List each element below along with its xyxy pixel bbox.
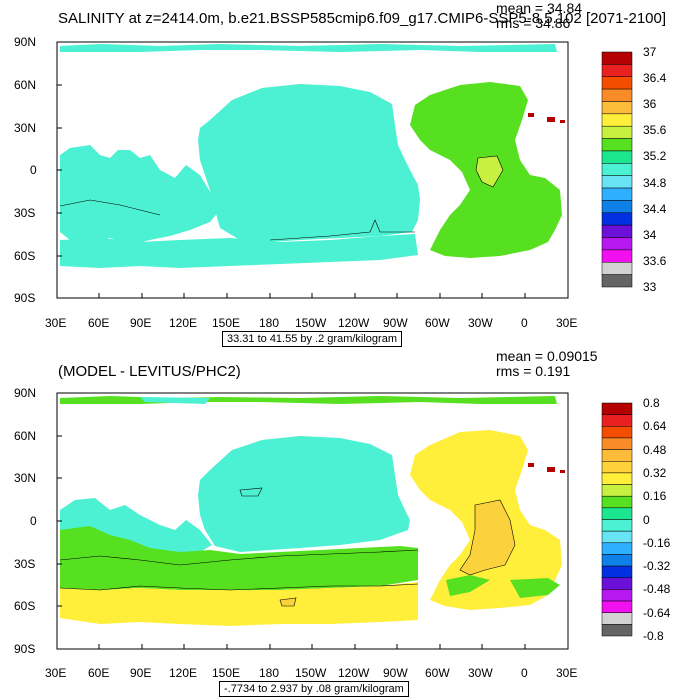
colorbar-label: -0.64 xyxy=(643,605,671,620)
colorbar-swatch xyxy=(601,507,633,520)
panel2-rms: rms = 0.191 xyxy=(496,363,571,379)
colorbar-swatch xyxy=(601,577,633,590)
panel2-title: (MODEL - LEVITUS/PHC2) xyxy=(58,363,241,380)
lat-label: 60N xyxy=(14,78,37,92)
colorbar-swatch xyxy=(601,519,633,532)
lon-label: 60E xyxy=(88,666,110,680)
lat-label: 90S xyxy=(14,291,36,305)
arctic-ocean xyxy=(60,44,557,52)
lon-label: 90W xyxy=(383,666,408,680)
panel1-mean: mean = 34.84 xyxy=(496,0,583,16)
lon-label: 0 xyxy=(521,316,528,330)
panel2-range-label: -.7734 to 2.937 by .08 gram/kilogram xyxy=(219,681,409,697)
colorbar-label: 0.8 xyxy=(643,396,660,410)
panel2-mean: mean = 0.09015 xyxy=(496,348,598,364)
colorbar-2 xyxy=(601,402,633,637)
lat-label: 90S xyxy=(14,642,36,656)
colorbar-1 xyxy=(601,51,633,288)
colorbar-swatch xyxy=(601,624,633,637)
lon-label: 180 xyxy=(259,666,280,680)
colorbar-label: 35.2 xyxy=(643,149,667,164)
lat-label: 30N xyxy=(14,471,37,485)
lon-label: 150W xyxy=(295,666,327,680)
panel1-title: SALINITY at z=2414.0m, b.e21.BSSP585cmip… xyxy=(58,10,667,27)
lon-label: 90E xyxy=(130,666,152,680)
colorbar-label: 0.32 xyxy=(643,465,667,480)
pacific-ocean xyxy=(198,84,420,242)
colorbar-swatch xyxy=(601,449,633,462)
lon-label: 150E xyxy=(212,316,241,330)
colorbar-swatch xyxy=(601,472,633,485)
panel1-range-label: 33.31 to 41.55 by .2 gram/kilogram xyxy=(222,331,402,347)
colorbar-label: 34.4 xyxy=(643,201,667,216)
colorbar-label: 0 xyxy=(643,512,650,527)
southern-ocean xyxy=(60,234,418,268)
lon-label: 0 xyxy=(521,666,528,680)
colorbar-label: 0.16 xyxy=(643,489,667,504)
colorbar-label: 0.48 xyxy=(643,442,667,457)
colorbar-label: -0.48 xyxy=(643,582,671,597)
lon-label: 120W xyxy=(338,316,370,330)
lon-label: 60E xyxy=(88,316,110,330)
lon-label: 150W xyxy=(295,316,327,330)
lon-label: 30E xyxy=(45,666,67,680)
colorbar-swatch xyxy=(601,600,633,613)
lon-label: 120E xyxy=(169,666,198,680)
colorbar-swatch xyxy=(601,565,633,578)
colorbar-swatch xyxy=(601,414,633,427)
colorbar-label: 0.64 xyxy=(643,419,667,434)
lat-label: 90N xyxy=(14,386,37,400)
colorbar-swatch xyxy=(601,589,633,602)
lat-label: 30N xyxy=(14,121,37,135)
lat-label: 90N xyxy=(14,35,37,49)
lat-label: 30S xyxy=(14,206,36,220)
colorbar-label: 37 xyxy=(643,45,657,59)
colorbar-label: 34 xyxy=(643,227,657,242)
atlantic-core xyxy=(475,155,504,188)
lon-label: 30E xyxy=(556,666,578,680)
lon-label: 150E xyxy=(212,666,241,680)
lat-label: 60S xyxy=(14,249,36,263)
colorbar-label: 34.8 xyxy=(643,175,667,190)
colorbar-swatch xyxy=(601,554,633,567)
colorbar-label: 33.6 xyxy=(643,253,667,268)
colorbar-swatch xyxy=(601,612,633,625)
colorbar-swatch xyxy=(601,530,633,544)
lon-label: 90E xyxy=(130,316,152,330)
colorbar-swatch xyxy=(601,426,633,439)
colorbar-label: -0.32 xyxy=(643,559,671,574)
colorbar-label: 33 xyxy=(643,280,657,294)
lon-label: 120W xyxy=(338,666,370,680)
lon-label: 30W xyxy=(468,316,493,330)
lat-label: 60N xyxy=(14,429,37,443)
lat-label: 0 xyxy=(30,163,37,177)
indian-ocean xyxy=(60,145,220,245)
colorbar-label: 36 xyxy=(643,97,657,112)
colorbar-swatch xyxy=(601,402,633,415)
lat-label: 30S xyxy=(14,557,36,571)
colorbar-swatch xyxy=(601,484,633,497)
colorbar-swatch xyxy=(601,495,633,509)
lon-label: 30E xyxy=(45,316,67,330)
colorbar-swatch xyxy=(601,274,633,288)
colorbar-swatch xyxy=(601,437,633,450)
lat-label: 60S xyxy=(14,599,36,613)
lon-label: 30W xyxy=(468,666,493,680)
colorbar-label: -0.8 xyxy=(643,629,664,643)
colorbar-swatch xyxy=(601,461,633,474)
lon-label: 30E xyxy=(556,316,578,330)
lon-label: 120E xyxy=(169,316,198,330)
lat-label: 0 xyxy=(30,514,37,528)
colorbar-label: 35.6 xyxy=(643,123,667,138)
lon-label: 60W xyxy=(425,666,450,680)
lon-label: 90W xyxy=(383,316,408,330)
lon-label: 60W xyxy=(425,316,450,330)
panel1-rms: rms = 34.86 xyxy=(496,15,571,31)
colorbar-label: 36.4 xyxy=(643,71,667,86)
colorbar-label: -0.16 xyxy=(643,535,671,550)
lon-label: 180 xyxy=(259,316,280,330)
colorbar-swatch xyxy=(601,542,633,555)
